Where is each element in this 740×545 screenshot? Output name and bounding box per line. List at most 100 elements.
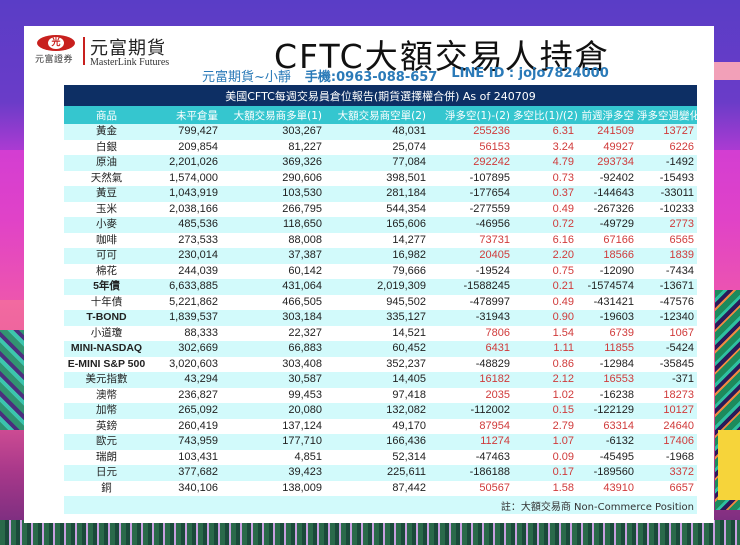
column-header-ratio: 多空比(1)/(2) (513, 106, 578, 124)
cell-net: -19524 (429, 263, 513, 279)
page-title: CFTC大額交易人持倉 (274, 37, 610, 76)
cell-net: -112002 (429, 403, 513, 419)
cell-long: 290,606 (221, 170, 325, 186)
table-row: 5年債 6,633,885 431,064 2,019,309 -1588245 0.21… (64, 279, 697, 295)
cell-long: 88,008 (221, 232, 325, 248)
cell-short: 281,184 (325, 186, 429, 202)
cell-long: 66,883 (221, 341, 325, 357)
cell-commodity: E-MINI S&P 500 (64, 356, 149, 372)
cell-prev-net: -144643 (577, 186, 637, 202)
cell-ratio: 0.73 (513, 170, 577, 186)
cell-net: -107895 (429, 170, 513, 186)
logo-subtitle: 元富證券 (35, 55, 74, 65)
cell-weekly-change: -5424 (637, 341, 697, 357)
cell-ratio: 0.15 (513, 403, 577, 419)
cell-open-interest: 260,419 (149, 418, 221, 434)
cell-commodity: 白銀 (64, 139, 149, 155)
cell-ratio: 1.07 (513, 434, 577, 450)
column-header-short: 大額交易商空單(2) (325, 106, 429, 124)
cell-long: 303,267 (221, 124, 325, 140)
cell-commodity: 天然氣 (64, 170, 149, 186)
cell-short: 87,442 (325, 480, 429, 496)
background-ground (0, 520, 740, 545)
cell-long: 103,530 (221, 186, 325, 202)
cell-long: 37,387 (221, 248, 325, 264)
cell-long: 137,124 (221, 418, 325, 434)
cell-open-interest: 103,431 (149, 449, 221, 465)
cell-open-interest: 43,294 (149, 372, 221, 388)
cell-prev-net: -92402 (577, 170, 637, 186)
cell-short: 398,501 (325, 170, 429, 186)
cell-weekly-change: -1492 (637, 155, 697, 171)
cell-open-interest: 485,536 (149, 217, 221, 233)
cell-long: 266,795 (221, 201, 325, 217)
cell-open-interest: 6,633,885 (149, 279, 221, 295)
table-row: 玉米 2,038,166 266,795 544,354 -277559 0.49 -267… (64, 201, 697, 217)
cell-short: 352,237 (325, 356, 429, 372)
cell-prev-net: -12090 (577, 263, 637, 279)
cell-long: 303,408 (221, 356, 325, 372)
cell-long: 60,142 (221, 263, 325, 279)
table-row: 白銀 209,854 81,227 25,074 56153 3.24 49927 6226 (64, 139, 697, 155)
cell-ratio: 0.72 (513, 217, 577, 233)
cell-open-interest: 2,201,026 (149, 155, 221, 171)
table-caption: 美國CFTC每週交易員倉位報告(期貨選擇權合併) As of 240709 (64, 85, 697, 106)
cell-open-interest: 377,682 (149, 465, 221, 481)
cell-commodity: 咖啡 (64, 232, 149, 248)
cell-ratio: 0.49 (513, 294, 577, 310)
cell-net: 292242 (429, 155, 513, 171)
cell-commodity: 瑞朗 (64, 449, 149, 465)
cell-net: -48829 (429, 356, 513, 372)
cell-ratio: 1.54 (513, 325, 577, 341)
table-row: 澳幣 236,827 99,453 97,418 2035 1.02 -16238 18273 (64, 387, 697, 403)
cell-open-interest: 209,854 (149, 139, 221, 155)
cell-weekly-change: 6565 (637, 232, 697, 248)
cell-weekly-change: -371 (637, 372, 697, 388)
cell-weekly-change: 3372 (637, 465, 697, 481)
cell-commodity: 十年債 (64, 294, 149, 310)
cell-commodity: 銅 (64, 480, 149, 496)
cell-ratio: 6.31 (513, 124, 577, 140)
cell-net: -177654 (429, 186, 513, 202)
cell-weekly-change: 1839 (637, 248, 697, 264)
cell-ratio: 1.11 (513, 341, 577, 357)
cell-prev-net: -12984 (577, 356, 637, 372)
cell-weekly-change: 2773 (637, 217, 697, 233)
cell-long: 303,184 (221, 310, 325, 326)
table-header-row: 商品 未平倉量 大額交易商多單(1) 大額交易商空單(2) 淨多空(1)-(2)… (64, 106, 700, 124)
column-header-weekly-change: 淨多空週變化 (637, 106, 700, 124)
cell-ratio: 0.21 (513, 279, 577, 295)
cell-prev-net: -431421 (577, 294, 637, 310)
cell-short: 52,314 (325, 449, 429, 465)
cell-prev-net: -49729 (577, 217, 637, 233)
table-row: MINI-NASDAQ 302,669 66,883 60,452 6431 1.11 11… (64, 341, 697, 357)
table-row: E-MINI S&P 500 3,020,603 303,408 352,237 -48… (64, 356, 697, 372)
cell-weekly-change: 17406 (637, 434, 697, 450)
cell-weekly-change: -15493 (637, 170, 697, 186)
cell-prev-net: 49927 (577, 139, 637, 155)
cell-weekly-change: -13671 (637, 279, 697, 295)
cell-short: 14,521 (325, 325, 429, 341)
cell-prev-net: -45495 (577, 449, 637, 465)
cell-long: 118,650 (221, 217, 325, 233)
cell-net: 11274 (429, 434, 513, 450)
cell-long: 431,064 (221, 279, 325, 295)
cell-short: 544,354 (325, 201, 429, 217)
cell-net: -1588245 (429, 279, 513, 295)
cell-prev-net: -1574574 (577, 279, 637, 295)
cell-open-interest: 5,221,862 (149, 294, 221, 310)
cell-ratio: 1.02 (513, 387, 577, 403)
cell-commodity: T-BOND (64, 310, 149, 326)
cell-short: 2,019,309 (325, 279, 429, 295)
cell-short: 77,084 (325, 155, 429, 171)
cell-short: 48,031 (325, 124, 429, 140)
table-row: 天然氣 1,574,000 290,606 398,501 -107895 0.73 -92… (64, 170, 697, 186)
cell-short: 79,666 (325, 263, 429, 279)
cell-open-interest: 2,038,166 (149, 201, 221, 217)
cell-long: 177,710 (221, 434, 325, 450)
cell-commodity: 美元指數 (64, 372, 149, 388)
cell-prev-net: 11855 (577, 341, 637, 357)
cell-prev-net: 16553 (577, 372, 637, 388)
table-row: 黃金 799,427 303,267 48,031 255236 6.31 241509 13… (64, 124, 697, 140)
cell-net: 20405 (429, 248, 513, 264)
